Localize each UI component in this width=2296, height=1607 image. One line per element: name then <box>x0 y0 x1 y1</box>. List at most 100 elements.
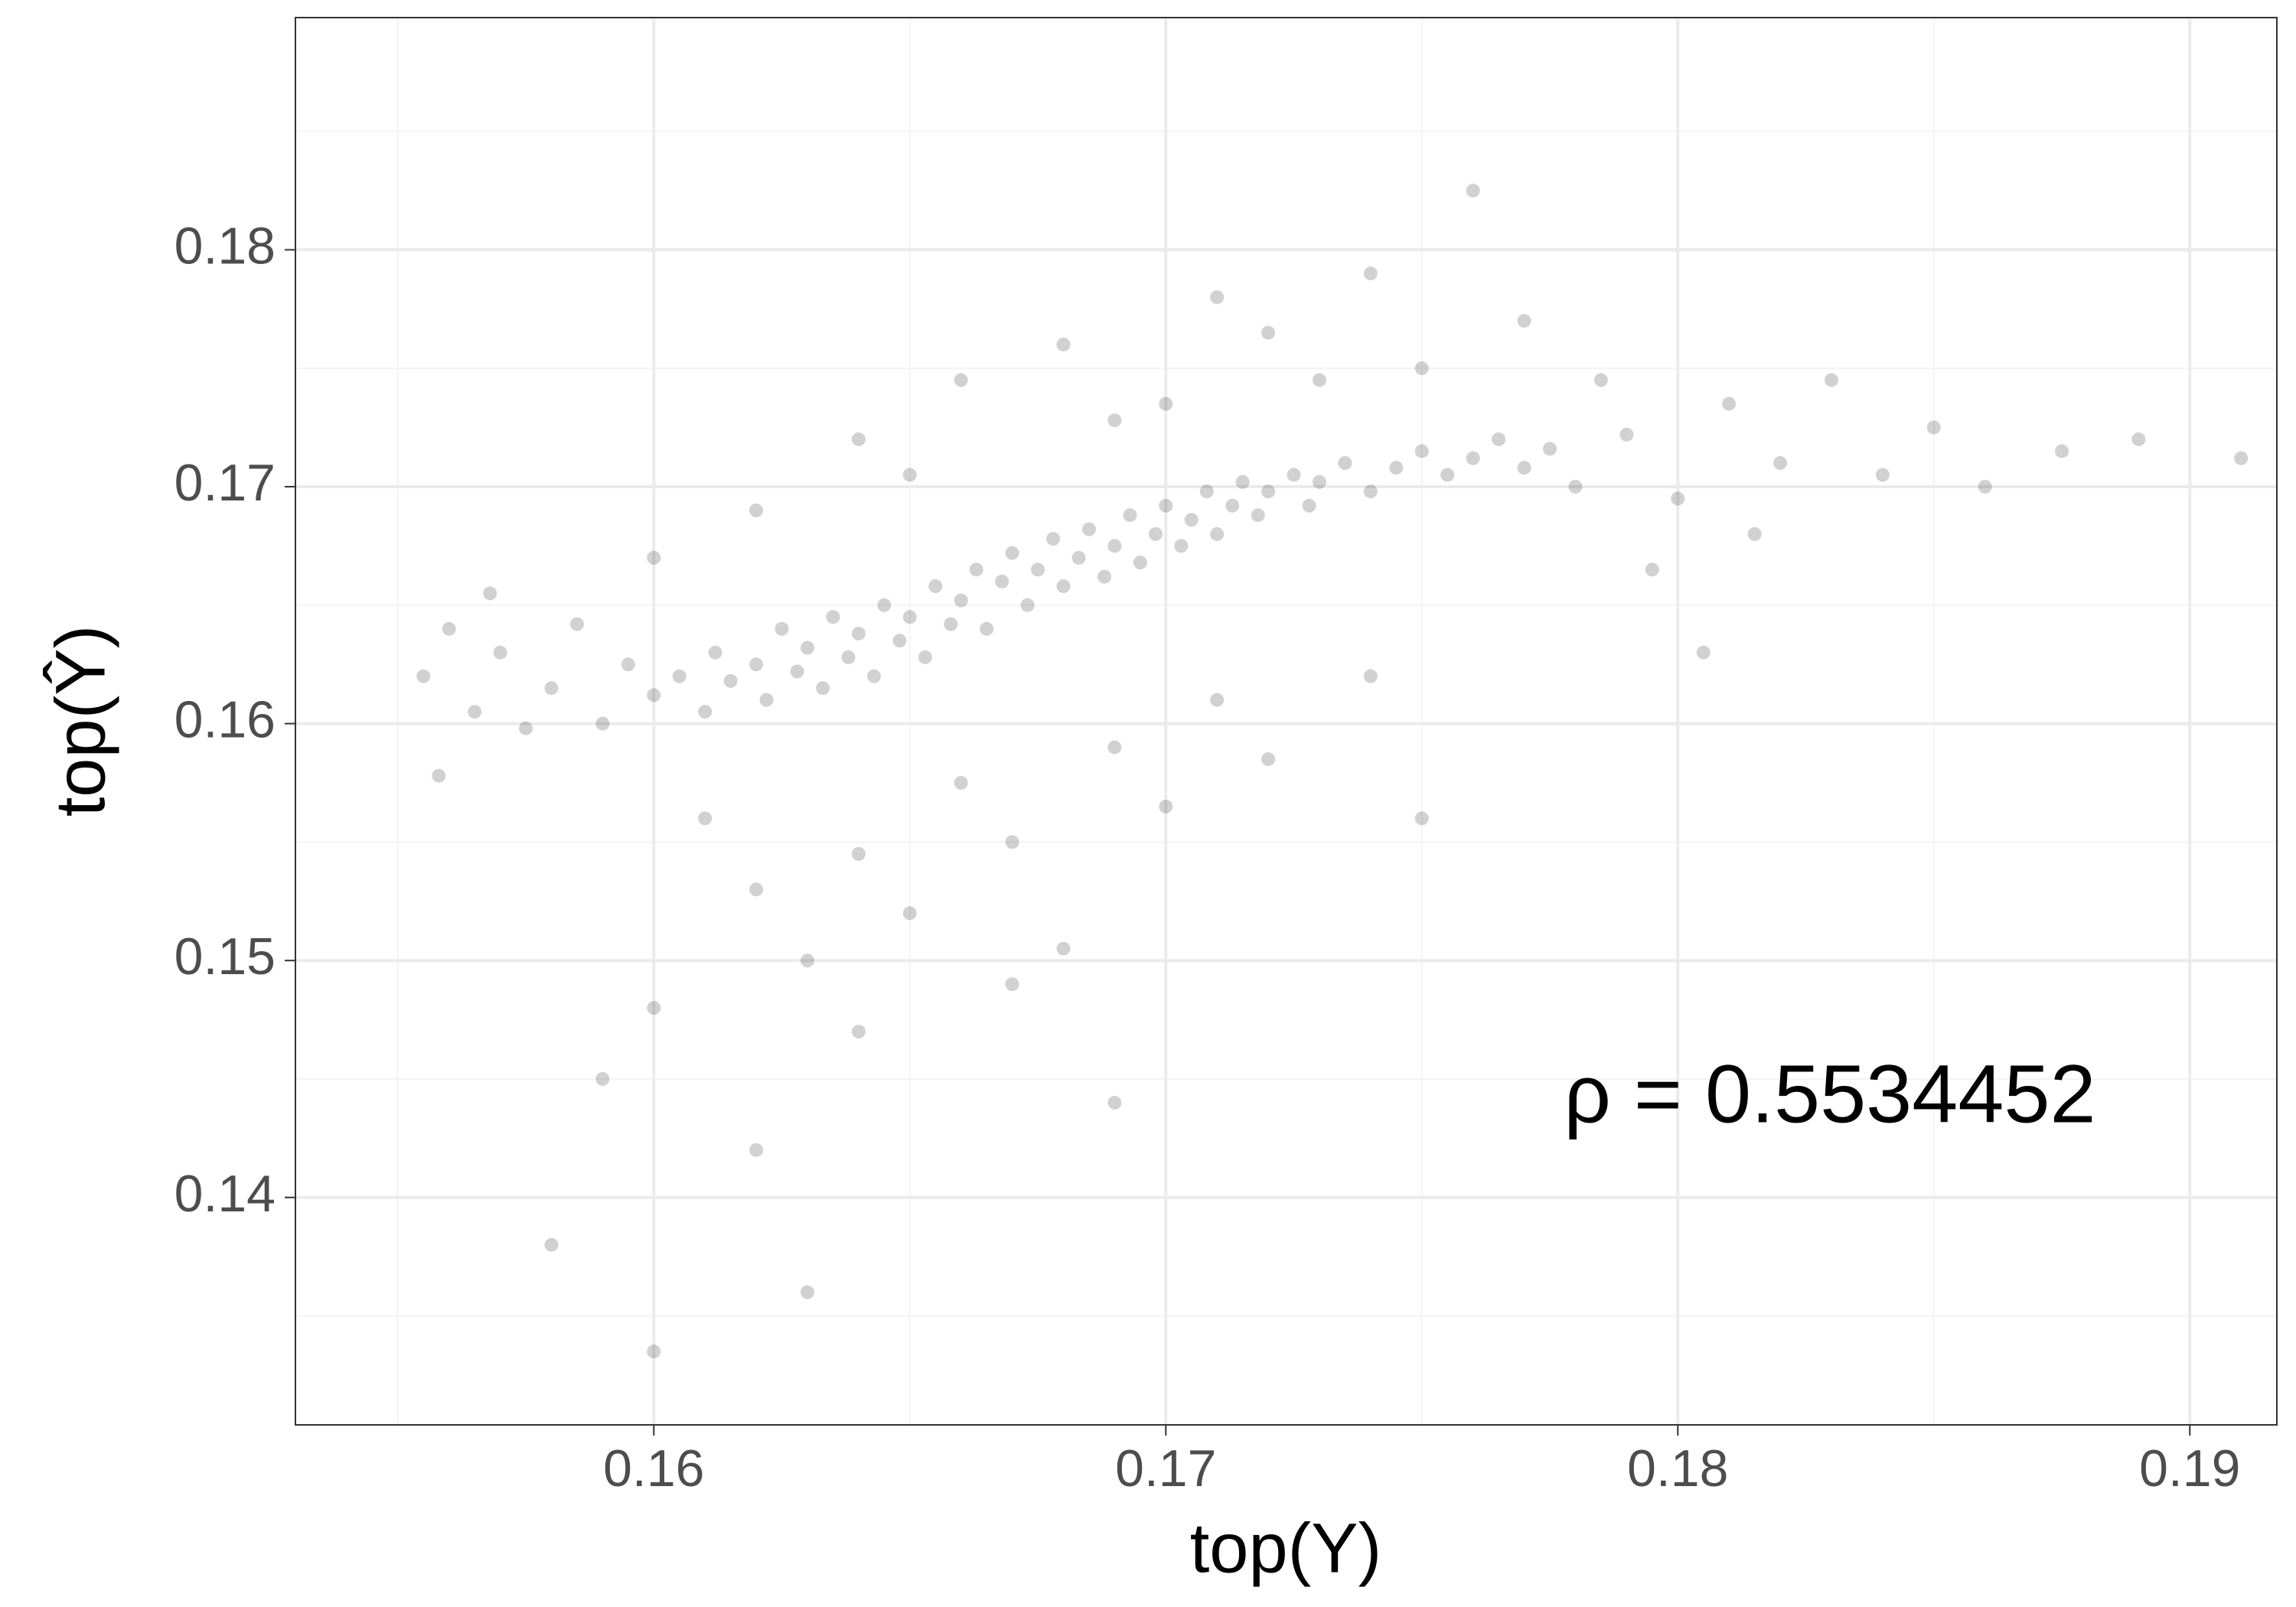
point <box>672 669 687 683</box>
point <box>595 716 610 731</box>
point <box>2234 451 2249 465</box>
point <box>1466 451 1480 465</box>
x-axis-title: top(Y) <box>1190 1509 1382 1587</box>
x-tick-label: 0.16 <box>603 1439 704 1498</box>
point <box>621 657 635 672</box>
point <box>1005 835 1019 849</box>
y-tick-label: 0.14 <box>174 1165 276 1223</box>
point <box>816 681 830 696</box>
point <box>1020 598 1035 612</box>
point <box>902 610 917 624</box>
point <box>1302 498 1316 513</box>
point <box>1747 526 1762 541</box>
x-tick-label: 0.19 <box>2139 1439 2240 1498</box>
point <box>1696 645 1711 660</box>
point <box>1174 539 1189 553</box>
point <box>800 1285 814 1299</box>
point <box>944 617 958 631</box>
point <box>493 645 507 660</box>
point <box>1107 1095 1122 1110</box>
point <box>1773 456 1788 471</box>
point <box>1235 474 1250 489</box>
point <box>1159 498 1173 513</box>
point <box>826 610 840 624</box>
axes: 0.16 0.17 0.18 0.19 0.14 0.15 0.16 0.17 0.18 <box>174 217 2241 1498</box>
point <box>647 1001 661 1015</box>
point <box>1225 498 1240 513</box>
y-tick-label: 0.17 <box>174 454 276 512</box>
point <box>1107 413 1122 428</box>
point <box>1824 373 1838 387</box>
point <box>749 1143 764 1157</box>
point <box>1543 442 1557 456</box>
point <box>1056 337 1071 352</box>
point <box>1005 977 1019 992</box>
point <box>647 688 661 702</box>
point <box>1261 325 1276 340</box>
point <box>928 579 943 594</box>
point <box>442 621 456 636</box>
point <box>851 1025 866 1039</box>
point <box>1978 480 1992 494</box>
point <box>1123 508 1137 523</box>
point <box>1005 546 1019 560</box>
point <box>1312 474 1326 489</box>
point <box>902 468 917 482</box>
point <box>1338 456 1352 471</box>
point <box>954 373 968 387</box>
point <box>1097 569 1112 584</box>
point <box>483 586 497 601</box>
point <box>749 503 764 517</box>
point <box>749 882 764 897</box>
panel-border <box>295 17 2278 1426</box>
y-axis-title: top(Ŷ) <box>41 625 119 817</box>
point <box>902 906 917 921</box>
point <box>468 705 482 719</box>
point <box>866 669 881 683</box>
point <box>519 721 533 735</box>
point <box>1210 290 1225 305</box>
y-tick-label: 0.15 <box>174 927 276 986</box>
point <box>1492 432 1506 447</box>
point <box>1056 941 1071 956</box>
point <box>1107 539 1122 553</box>
point <box>647 550 661 565</box>
point <box>1056 579 1071 594</box>
point <box>1722 396 1737 411</box>
point <box>1210 526 1225 541</box>
point <box>851 432 866 447</box>
point <box>1133 556 1147 570</box>
point <box>1312 373 1326 387</box>
point <box>1517 314 1531 328</box>
point <box>1199 484 1214 499</box>
point <box>432 768 446 783</box>
point <box>1568 480 1583 494</box>
point <box>1148 526 1163 541</box>
point <box>1210 693 1225 707</box>
point <box>1159 396 1173 411</box>
point <box>544 681 559 696</box>
point <box>1287 468 1301 482</box>
point <box>790 664 804 679</box>
point <box>544 1237 559 1252</box>
point <box>892 634 907 648</box>
point <box>877 598 892 612</box>
grid <box>295 18 2277 1425</box>
point <box>1251 508 1265 523</box>
point <box>1184 513 1199 527</box>
point <box>851 846 866 861</box>
point <box>1517 461 1531 475</box>
point <box>708 645 722 660</box>
point <box>1046 532 1061 546</box>
point <box>1671 491 1685 506</box>
point <box>995 574 1009 588</box>
point <box>1031 562 1045 577</box>
point <box>569 617 584 631</box>
points <box>416 184 2249 1359</box>
point <box>1440 468 1455 482</box>
x-tick-label: 0.18 <box>1627 1439 1728 1498</box>
point <box>841 650 856 664</box>
point <box>1159 799 1173 813</box>
point <box>723 673 738 688</box>
